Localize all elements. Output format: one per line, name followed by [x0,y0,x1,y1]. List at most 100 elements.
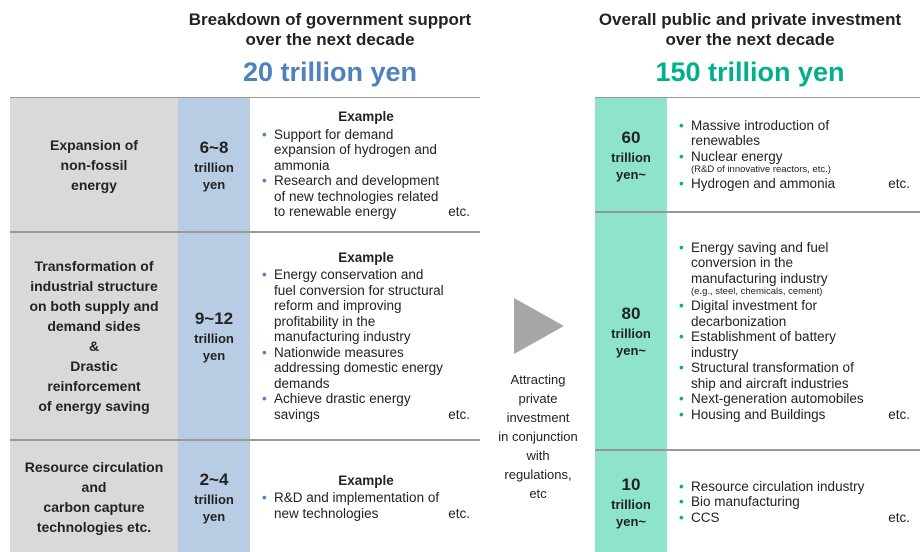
bullet-item: • R&D and implementation of new technologi… [262,490,470,521]
bullet-item: • Next-generation automobiles [679,391,910,407]
bullet-line: Support for demand [274,127,470,143]
amount: 10 [621,475,641,494]
bullet-item: • Nationwide measures addressing domestic … [262,345,470,392]
bullet-note: (R&D of innovative reactors, etc.) [691,164,831,175]
title-line: Overall public and private investment [598,10,902,29]
bullet-dot: • [679,391,684,407]
amount-unit: yen [202,348,226,363]
bullet-text: industry [691,344,739,360]
bullet-text: Next-generation automobiles [691,391,864,407]
example-heading: Example [338,472,394,488]
category-line: reinforcement [47,378,141,394]
etc: etc. [888,509,910,525]
bullet-dot: • [262,391,267,407]
amount-unit: yen [202,509,226,524]
bullet-item: • Support for demand expansion of hydrogen… [262,127,470,174]
bullet-item: • Bio manufacturing [679,494,910,510]
bullet-text: Establishment of battery [691,329,836,345]
bullet-line: decarbonization [691,314,910,330]
amount: 60 [621,127,641,147]
category-line: non-fossil [60,156,128,173]
title-line: Breakdown of government support [188,10,472,29]
bullet-line: Nationwide measures [274,345,470,361]
bullet-line: manufacturing industry [691,271,910,287]
bullet-item: • Energy conservation and fuel conversion … [262,267,470,345]
left-total: 20 trillion yen [242,57,418,87]
bullet-text: profitability in the [274,313,376,329]
bullet-text: expansion of hydrogen and [274,142,437,158]
bullet-text: Achieve drastic energy [274,391,411,407]
category-line: industrial structure [30,278,158,294]
amount-unit: trillion [611,149,651,165]
bullet-dot: • [679,117,684,133]
arrow [514,298,564,354]
category-cell: Transformation of industrial structure on … [10,233,178,439]
category-line: and [81,479,107,495]
example-cell: • Resource circulation industry • Bio manuf… [667,451,920,552]
bullet-line: savings etc. [274,407,470,423]
bullet-text: Resource circulation industry [691,478,865,494]
category-line: carbon capture [43,499,145,515]
bullet-item: • Energy saving and fuel conversion in the… [679,240,910,299]
bullet-line: Hydrogen and ammonia etc. [691,176,910,192]
bullet-text: decarbonization [691,313,787,329]
title-line: over the next decade [665,30,835,49]
bullet-line: fuel conversion for structural [274,283,470,299]
bullet-dot: • [679,298,684,314]
table-row: Resource circulation and carbon capture tec… [10,440,480,552]
middle-line: with [526,448,550,463]
bullet-text: fuel conversion for structural [274,282,444,298]
bullet-dot: • [679,478,684,494]
bullet-text: Hydrogen and ammonia [691,176,836,191]
example-cell: • Energy saving and fuel conversion in the… [667,213,920,449]
amount-unit: trillion [194,331,234,346]
amount-cell: 9~12 trillion yen [178,233,250,439]
category-line: Transformation of [34,258,154,274]
bullet-dot: • [679,494,684,510]
bullet-line: Energy saving and fuel [691,240,910,256]
etc: etc. [888,176,910,191]
bullet-line: demands [274,376,470,392]
title-line: over the next decade [245,30,415,49]
amount: 2~4 [199,470,229,489]
bullet-text: manufacturing industry [691,270,828,286]
bullet-text: ship and aircraft industries [691,375,849,391]
bullet-item: • Hydrogen and ammonia etc. [679,176,910,192]
middle-line: in conjunction [498,429,578,444]
middle-line: private [518,391,558,406]
left-title: Breakdown of government support over the… [150,10,510,50]
category-line: on both supply and [29,298,159,314]
bullet-dot: • [262,126,267,142]
arrow-shape [514,298,564,354]
bullet-text: Massive introduction of [691,117,830,133]
bullet-dot: • [679,360,684,376]
bullet-line: Achieve drastic energy [274,391,470,407]
amount-unit: trillion [611,326,651,341]
bullet-text: Digital investment for [691,298,818,314]
category-line: Drastic [70,358,118,374]
bullet-dot: • [679,176,684,191]
bullet-dot: • [679,509,684,525]
category-line: of energy saving [38,398,150,414]
category-cell: Expansion of non-fossil energy [10,98,178,231]
bullet-item: • Nuclear energy (R&D of innovative reacto… [679,149,910,177]
example-cell: Example • Energy conservation and fuel conv… [250,233,480,439]
middle-line: regulations, [504,467,572,482]
amount: 6~8 [199,137,229,157]
category-line: & [88,338,100,354]
amount: 9~12 [194,309,234,328]
bullet-line: addressing domestic energy [274,360,470,376]
bullet-text: of new technologies related [274,188,439,204]
bullet-text: renewables [691,133,761,148]
bullet-line: reform and improving [274,298,470,314]
bullet-line: expansion of hydrogen and [274,142,470,158]
bullet-line: Structural transformation of [691,360,910,376]
category-cell: Resource circulation and carbon capture tec… [10,441,178,552]
bullet-text: Support for demand [274,126,394,142]
bullet-item: • Research and development of new technolo… [262,173,470,220]
etc: etc. [448,406,470,422]
bullet-line: Research and development [274,173,470,189]
bullet-line: renewables [691,133,910,149]
bullet-item: • Achieve drastic energy savings etc. [262,391,470,422]
right-title: Overall public and private investment ov… [570,10,923,50]
